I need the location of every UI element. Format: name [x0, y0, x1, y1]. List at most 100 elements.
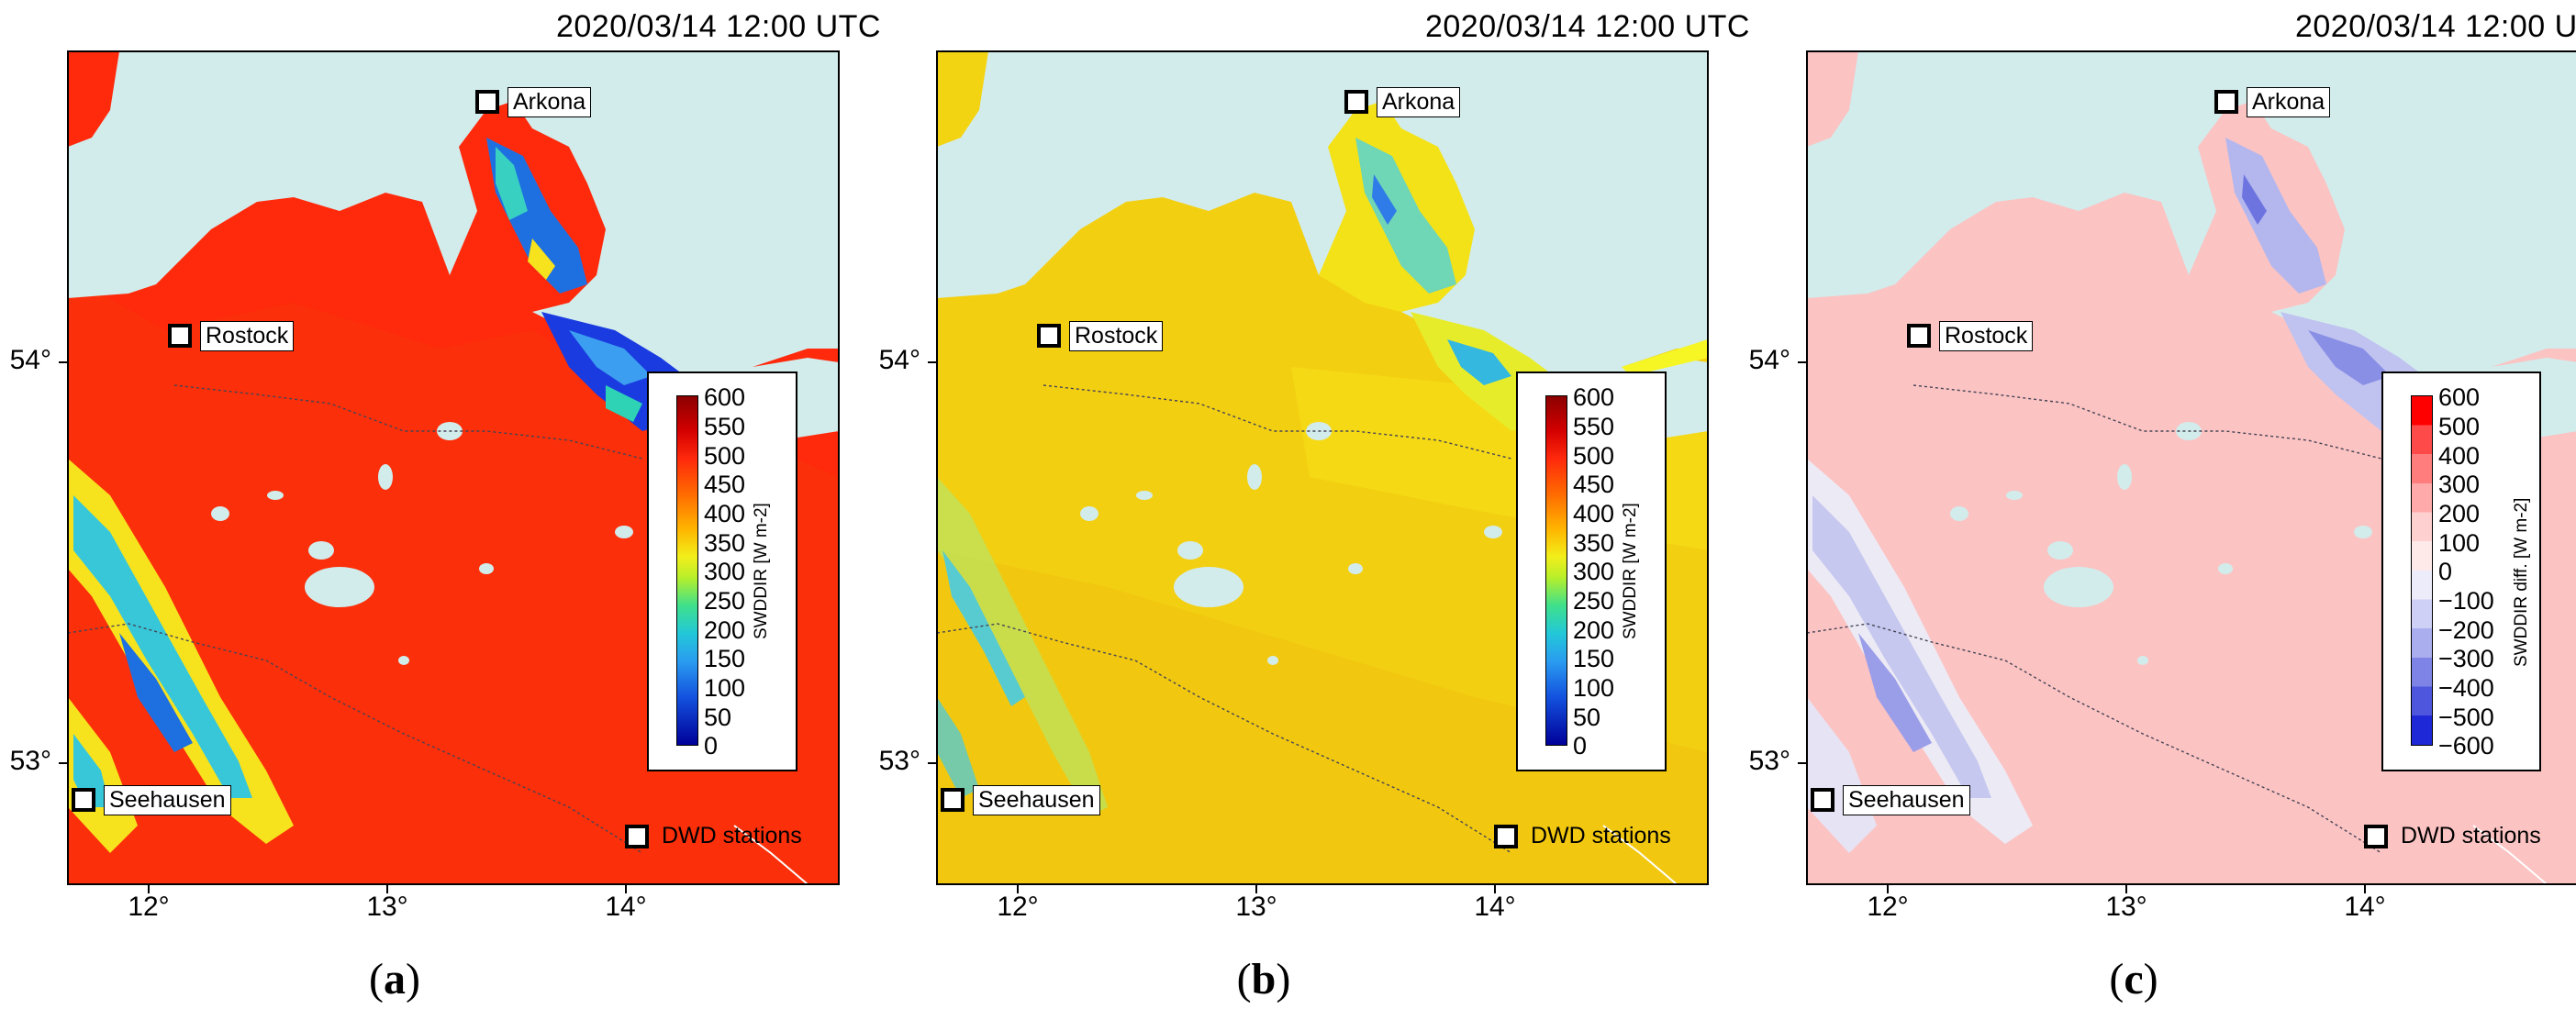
- panel-label-a: (a): [369, 955, 420, 1003]
- station-marker-rostock: [1037, 324, 1061, 348]
- lon-label-12: 12°: [1867, 892, 1909, 922]
- colorbar-title: SWDDIR [W m-2]: [1621, 503, 1640, 639]
- map-frame: [1806, 50, 2576, 885]
- station-marker-seehausen: [941, 788, 965, 812]
- map-panel-a: 2020/03/14 12:00 UTC: [10, 0, 881, 1009]
- map-frame: [67, 50, 840, 885]
- panel-label-b: (b): [1236, 955, 1291, 1003]
- cb-tick: 200: [1573, 616, 1615, 644]
- station-label-seehausen: Seehausen: [973, 785, 1100, 815]
- sea-area: [937, 51, 1708, 431]
- station-label-rostock: Rostock: [1939, 321, 2034, 351]
- cb-tick: 600: [704, 383, 746, 411]
- lat-label-54: 54°: [878, 345, 920, 375]
- cb-tick: 0: [2438, 558, 2453, 585]
- lon-label-14: 14°: [1474, 892, 1516, 922]
- sea-area: [68, 51, 839, 431]
- lat-label-53: 53°: [9, 746, 51, 776]
- station-marker-arkona: [1344, 90, 1368, 114]
- cb-tick: 250: [704, 587, 746, 615]
- cb-tick: 200: [704, 616, 746, 644]
- station-marker-rostock: [1907, 324, 1931, 348]
- cb-tick: 150: [1573, 645, 1615, 672]
- swddir-diff-map-c: [1798, 50, 2576, 893]
- station-label-rostock: Rostock: [200, 321, 295, 351]
- cb-tick: −200: [2438, 616, 2494, 644]
- station-label-arkona: Arkona: [2247, 87, 2331, 117]
- legend-dwd-stations: DWD stations: [1531, 823, 1671, 848]
- cb-tick: 200: [2438, 500, 2481, 527]
- cb-tick: 500: [1573, 442, 1615, 470]
- cb-tick: −600: [2438, 732, 2494, 760]
- colorbar-a: 600 550 500 450 400 350 300 250 200 150 …: [647, 371, 797, 771]
- cb-tick: −400: [2438, 674, 2494, 702]
- lat-label-53: 53°: [878, 746, 920, 776]
- colorbar-gradient: [1545, 395, 1567, 746]
- lon-label-14: 14°: [2344, 892, 2386, 922]
- cb-tick: 550: [704, 413, 746, 440]
- map-frame: [936, 50, 1709, 885]
- cb-tick: −100: [2438, 587, 2494, 615]
- station-marker-arkona: [2214, 90, 2238, 114]
- station-label-arkona: Arkona: [507, 87, 592, 117]
- station-label-seehausen: Seehausen: [1843, 785, 1970, 815]
- cb-tick: 550: [1573, 413, 1615, 440]
- station-marker-seehausen: [72, 788, 95, 812]
- station-marker-rostock: [168, 324, 192, 348]
- panel-label-c: (c): [2109, 955, 2158, 1003]
- colorbar-gradient: [676, 395, 698, 746]
- cb-tick: 50: [704, 704, 732, 731]
- lat-label-53: 53°: [1748, 746, 1790, 776]
- cb-tick: 450: [1573, 471, 1615, 498]
- cb-tick: −500: [2438, 704, 2494, 731]
- sea-area: [1807, 51, 2576, 431]
- lon-label-13: 13°: [2105, 892, 2147, 922]
- cb-tick: 0: [704, 732, 719, 760]
- legend-dwd-stations: DWD stations: [662, 823, 802, 848]
- cb-tick: 150: [704, 645, 746, 672]
- colorbar-gradient: [2411, 395, 2433, 746]
- cb-tick: 100: [2438, 529, 2481, 557]
- timestamp: 2020/03/14 12:00 UTC: [555, 9, 881, 44]
- timestamp: 2020/03/14 12:00 UTC: [1424, 9, 1750, 44]
- cb-tick: 250: [1573, 587, 1615, 615]
- cb-tick: 400: [1573, 500, 1615, 527]
- station-label-rostock: Rostock: [1069, 321, 1164, 351]
- legend-dwd-stations: DWD stations: [2401, 823, 2541, 848]
- cb-tick: 0: [1573, 732, 1588, 760]
- colorbar-title: SWDDIR diff. [W m-2]: [2512, 497, 2531, 667]
- cb-tick: 400: [704, 500, 746, 527]
- cb-tick: 100: [1573, 674, 1615, 702]
- colorbar-b: 600 550 500 450 400 350 300 250 200 150 …: [1516, 371, 1667, 771]
- cb-tick: 600: [1573, 383, 1615, 411]
- legend-station-marker: [1494, 825, 1518, 848]
- legend-station-marker: [2364, 825, 2388, 848]
- cb-tick: 300: [704, 558, 746, 585]
- colorbar-title: SWDDIR [W m-2]: [752, 503, 771, 639]
- station-marker-seehausen: [1811, 788, 1834, 812]
- station-label-arkona: Arkona: [1377, 87, 1461, 117]
- map-panel-b: 2020/03/14 12:00 UTC: [879, 0, 1750, 1009]
- lon-label-12: 12°: [997, 892, 1039, 922]
- station-label-seehausen: Seehausen: [104, 785, 231, 815]
- legend-station-marker: [625, 825, 649, 848]
- map-panel-c: 2020/03/14 12:00 UTC: [1749, 0, 2576, 1009]
- station-marker-arkona: [475, 90, 499, 114]
- colorbar-c: 600 500 400 300 200 100 0 −100 −200 −300…: [2381, 371, 2541, 771]
- cb-tick: −300: [2438, 645, 2494, 672]
- cb-tick: 350: [704, 529, 746, 557]
- lon-label-14: 14°: [605, 892, 647, 922]
- cb-tick: 500: [2438, 413, 2481, 440]
- cb-tick: 500: [704, 442, 746, 470]
- lat-label-54: 54°: [9, 345, 51, 375]
- lat-label-54: 54°: [1748, 345, 1790, 375]
- cb-tick: 450: [704, 471, 746, 498]
- lon-label-12: 12°: [128, 892, 170, 922]
- lon-label-13: 13°: [1235, 892, 1277, 922]
- cb-tick: 300: [1573, 558, 1615, 585]
- cb-tick: 300: [2438, 471, 2481, 498]
- cb-tick: 400: [2438, 442, 2481, 470]
- cb-tick: 50: [1573, 704, 1601, 731]
- cb-tick: 600: [2438, 383, 2481, 411]
- cb-tick: 350: [1573, 529, 1615, 557]
